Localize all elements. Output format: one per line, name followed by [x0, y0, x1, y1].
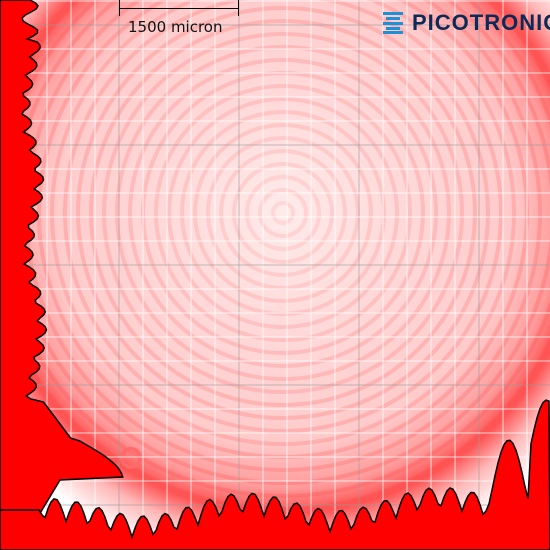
diffraction-spot [120, 447, 142, 469]
scale-bar-label: 1500 micron [128, 18, 223, 36]
picotronic-logo-icon [383, 12, 403, 34]
interference-ring [115, 45, 451, 381]
interference-ring [232, 162, 334, 264]
vertical-intensity-profile [0, 0, 124, 550]
interference-ring [206, 136, 360, 290]
scale-bar-line [119, 8, 239, 9]
brand-logo: PICOTRONIC ® [383, 8, 550, 38]
interference-ring [102, 32, 464, 394]
interference-ring [76, 6, 490, 420]
interference-ring [245, 175, 321, 251]
interference-ring [154, 84, 412, 342]
interference-ring [63, 0, 503, 433]
horizontal-intensity-profile [0, 399, 550, 550]
interference-ring [180, 110, 386, 316]
interference-ring [258, 188, 308, 238]
interference-ring [271, 201, 295, 225]
interference-ring [89, 19, 477, 407]
interference-ring [193, 123, 373, 303]
scale-bar-right-tick [238, 0, 239, 16]
interference-ring [167, 97, 399, 329]
scale-bar: 1500 micron [119, 0, 239, 42]
interference-ring [0, 0, 550, 511]
brand-name: PICOTRONIC [412, 10, 550, 35]
interference-ring [128, 58, 438, 368]
interference-ring [50, 0, 516, 446]
interference-ring [0, 0, 550, 498]
interference-ring [219, 149, 347, 277]
